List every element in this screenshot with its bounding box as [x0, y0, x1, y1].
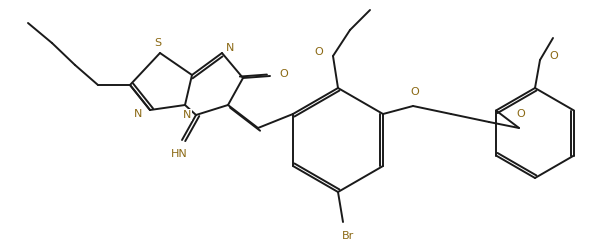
Text: O: O [279, 69, 289, 79]
Text: N: N [226, 43, 234, 53]
Text: N: N [134, 109, 142, 119]
Text: O: O [315, 47, 323, 57]
Text: N: N [183, 110, 191, 120]
Text: Br: Br [342, 231, 354, 241]
Text: S: S [154, 38, 162, 48]
Text: HN: HN [171, 149, 187, 159]
Text: O: O [411, 87, 420, 97]
Text: O: O [517, 109, 525, 119]
Text: O: O [550, 51, 558, 61]
